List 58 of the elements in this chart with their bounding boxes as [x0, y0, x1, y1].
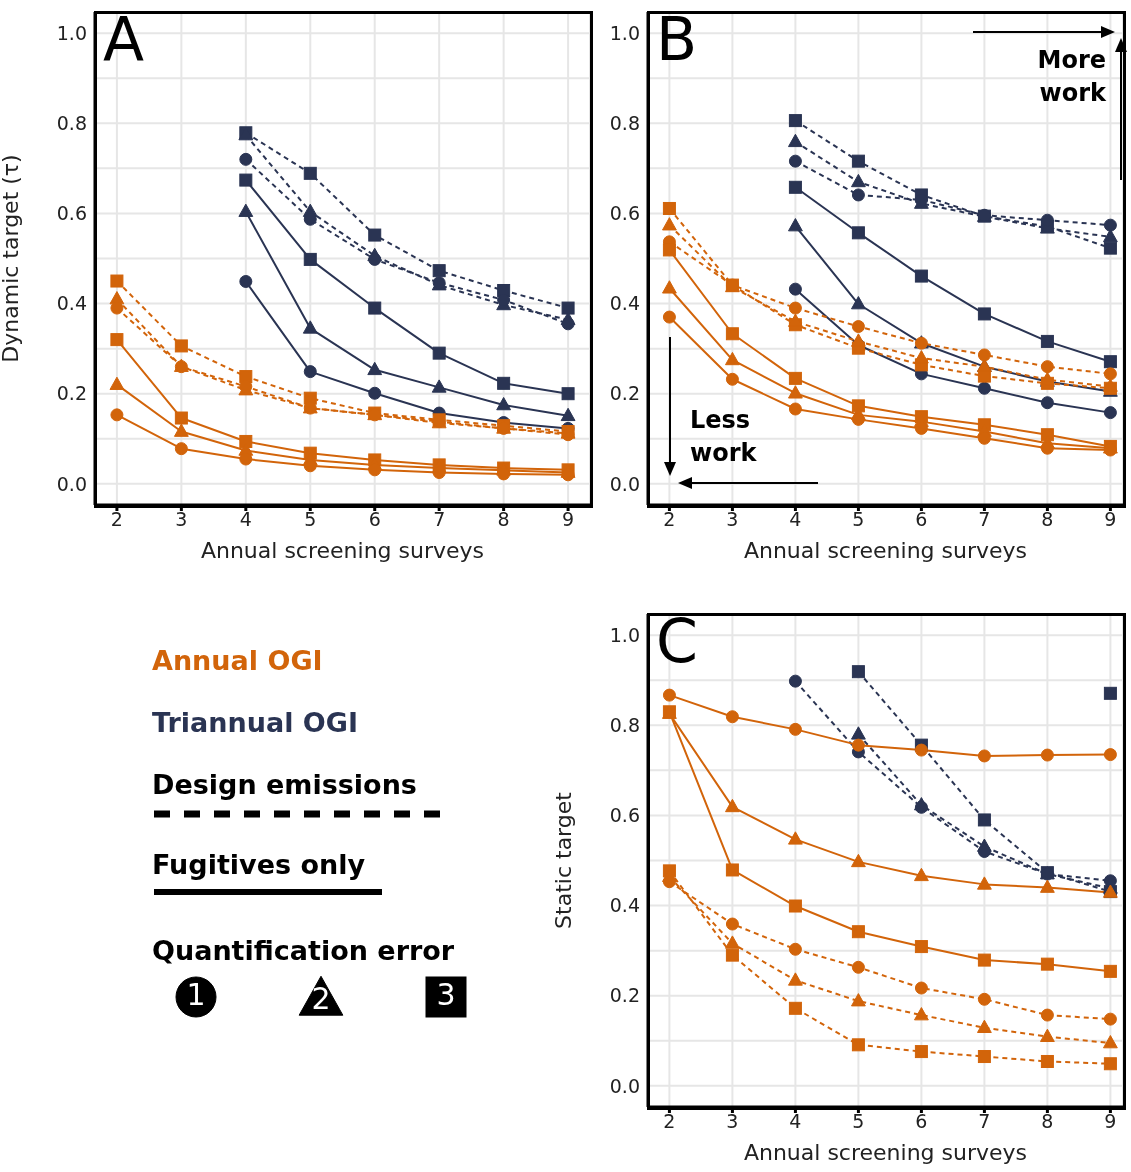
- y-axis-title: Dynamic target (τ): [0, 154, 23, 363]
- y-tick-label: 1.0: [56, 21, 87, 44]
- y-tick-label: 0.8: [609, 112, 640, 135]
- x-tick-label: 7: [978, 508, 991, 531]
- chart-title: C: [656, 606, 698, 676]
- x-tick-label: 9: [562, 508, 575, 531]
- x-axis-title: Annual screening surveys: [200, 538, 485, 563]
- text: Fugitives only: [152, 849, 367, 881]
- x-tick-label: 4: [789, 508, 802, 531]
- x-tick-label: 3: [726, 1110, 739, 1133]
- y-tick-label: 1.0: [609, 21, 640, 44]
- text: Quantification error: [152, 935, 455, 967]
- y-tick-label: 0.6: [56, 202, 87, 225]
- y-tick-label: 0.2: [609, 382, 640, 405]
- y-tick-label: 0.0: [56, 472, 87, 495]
- x-tick-label: 5: [852, 1110, 865, 1133]
- x-tick-label: 2: [663, 508, 676, 531]
- x-tick-label: 8: [497, 508, 510, 531]
- x-tick-label: 3: [726, 508, 739, 531]
- x-tick-label: 8: [1041, 508, 1054, 531]
- x-tick-label: 4: [239, 508, 252, 531]
- x-tick-label: 5: [852, 508, 865, 531]
- annotation: Less work: [690, 405, 758, 469]
- x-tick-label: 9: [1104, 508, 1117, 531]
- y-tick-label: 0.0: [609, 1074, 640, 1097]
- text: Triannual OGI: [152, 707, 359, 739]
- y-tick-label: 0.6: [609, 202, 640, 225]
- chart-title: B: [656, 4, 698, 74]
- y-tick-label: 0.2: [609, 984, 640, 1007]
- x-tick-label: 6: [915, 1110, 928, 1133]
- x-tick-label: 9: [1104, 1110, 1117, 1133]
- y-tick-label: 0.4: [56, 292, 87, 315]
- x-tick-label: 5: [304, 508, 317, 531]
- y-tick-label: 1.0: [609, 623, 640, 646]
- x-tick-label: 6: [368, 508, 381, 531]
- x-tick-label: 3: [175, 508, 188, 531]
- y-tick-label: 0.6: [609, 804, 640, 827]
- x-tick-label: 8: [1041, 1110, 1054, 1133]
- y-tick-label: 0.0: [609, 472, 640, 495]
- text: Design emissions: [152, 769, 418, 801]
- annotation: More work: [1036, 45, 1106, 109]
- x-tick-label: 6: [915, 508, 928, 531]
- y-axis-title: Static target: [550, 791, 576, 929]
- x-tick-label: 7: [978, 1110, 991, 1133]
- x-tick-label: 7: [433, 508, 446, 531]
- x-tick-label: 2: [110, 508, 123, 531]
- x-axis-title: Annual screening surveys: [743, 538, 1028, 563]
- y-tick-label: 0.4: [609, 292, 640, 315]
- chart-title: A: [103, 4, 145, 74]
- y-tick-label: 0.2: [56, 382, 87, 405]
- x-axis-title: Annual screening surveys: [743, 1140, 1028, 1165]
- y-tick-label: 0.8: [609, 714, 640, 737]
- text: Annual OGI: [152, 645, 324, 677]
- x-tick-label: 2: [663, 1110, 676, 1133]
- y-tick-label: 0.8: [56, 112, 87, 135]
- y-tick-label: 0.4: [609, 894, 640, 917]
- triangle-icon: 2: [295, 973, 347, 1019]
- x-tick-label: 4: [789, 1110, 802, 1133]
